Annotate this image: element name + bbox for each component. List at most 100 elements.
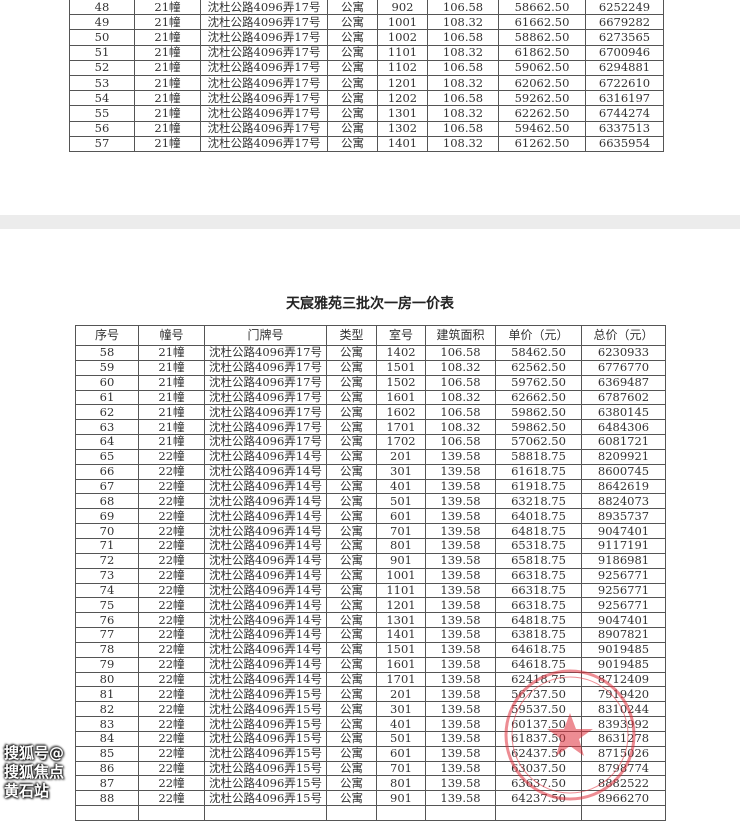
cell-unit-price: 59062.50: [498, 59, 586, 76]
cell-total-price: 9256771: [581, 567, 666, 584]
cell-room: 701: [376, 760, 426, 777]
cell-address: 沈杜公路4096弄14号: [204, 656, 327, 673]
cell-empty: [204, 805, 327, 821]
cell-unit-price: 61662.50: [498, 14, 586, 31]
cell-room: 501: [376, 730, 426, 747]
header-unit-price: 单价（元）: [495, 325, 582, 346]
cell-area: 106.58: [427, 0, 499, 16]
table-row: 77 22幢 沈杜公路4096弄14号 公寓 1401 139.58 63818.75 890…: [75, 627, 666, 643]
cell-room: 1201: [376, 597, 426, 614]
cell-unit-price: 64818.75: [495, 523, 582, 539]
cell-area: 139.58: [425, 463, 496, 480]
cell-room: 1001: [376, 567, 426, 584]
table-row: 68 22幢 沈杜公路4096弄14号 公寓 501 139.58 63218.75 8824…: [75, 493, 666, 510]
cell-room: 1202: [377, 90, 428, 107]
cell-total-price: 8393992: [581, 716, 666, 732]
cell-type: 公寓: [326, 775, 377, 792]
cell-building: 22幢: [138, 552, 205, 569]
cell-address: 沈杜公路4096弄14号: [204, 448, 327, 465]
cell-room: 1301: [377, 105, 428, 122]
cell-type: 公寓: [326, 345, 377, 361]
cell-room: 301: [376, 463, 426, 480]
header-total-price: 总价（元）: [581, 325, 666, 346]
cell-building: 22幢: [138, 582, 205, 599]
cell-index: 76: [75, 612, 139, 629]
cell-index: 85: [75, 745, 139, 762]
cell-index: 84: [75, 730, 139, 747]
cell-address: 沈杜公路4096弄15号: [204, 716, 327, 732]
cell-index: 61: [75, 389, 139, 406]
table-row: 65 22幢 沈杜公路4096弄14号 公寓 201 139.58 58818.75 8209…: [75, 448, 666, 465]
cell-area: 139.58: [425, 523, 496, 539]
cell-room: 1701: [376, 671, 426, 688]
cell-total-price: 6380145: [581, 404, 666, 421]
cell-type: 公寓: [326, 686, 377, 703]
document-page-2: 天宸雅苑三批次一房一价表 序号 幢号 门牌号 类型 室号 建筑面积 单价（元） 总价（元） 5…: [0, 229, 740, 829]
header-type: 类型: [326, 325, 377, 346]
cell-total-price: 6081721: [581, 434, 666, 450]
cell-address: 沈杜公路4096弄14号: [204, 612, 327, 629]
cell-room: 1302: [377, 120, 428, 137]
cell-unit-price: 58818.75: [495, 448, 582, 465]
cell-address: 沈杜公路4096弄15号: [204, 686, 327, 703]
cell-address: 沈杜公路4096弄17号: [200, 59, 328, 76]
cell-index: 50: [69, 29, 135, 46]
cell-area: 139.58: [425, 582, 496, 599]
cell-index: 87: [75, 775, 139, 792]
cell-total-price: 8600745: [581, 463, 666, 480]
cell-unit-price: 65818.75: [495, 552, 582, 569]
cell-total-price: 6316197: [585, 90, 664, 107]
cell-total-price: 6700946: [585, 44, 664, 61]
cell-building: 21幢: [134, 29, 201, 46]
cell-total-price: 6337513: [585, 120, 664, 137]
cell-building: 22幢: [138, 745, 205, 762]
cell-area: 106.58: [427, 90, 499, 107]
cell-room: 1101: [377, 44, 428, 61]
cell-total-price: 9256771: [581, 597, 666, 614]
cell-unit-price: 59537.50: [495, 701, 582, 718]
cell-unit-price: 66318.75: [495, 582, 582, 599]
cell-total-price: 8631278: [581, 730, 666, 747]
cell-type: 公寓: [326, 597, 377, 614]
table-row: 50 21幢 沈杜公路4096弄17号 公寓 1002 106.58 58862.50 627…: [69, 29, 664, 46]
cell-total-price: 8712409: [581, 671, 666, 688]
cell-total-price: 9256771: [581, 582, 666, 599]
cell-room: 501: [376, 493, 426, 510]
cell-index: 55: [69, 105, 135, 122]
cell-building: 22幢: [138, 537, 205, 554]
cell-area: 139.58: [425, 597, 496, 614]
cell-index: 79: [75, 656, 139, 673]
cell-index: 80: [75, 671, 139, 688]
cell-address: 沈杜公路4096弄14号: [204, 508, 327, 525]
cell-total-price: 6722610: [585, 74, 664, 92]
cell-unit-price: 64618.75: [495, 656, 582, 673]
cell-type: 公寓: [326, 745, 377, 762]
cell-total-price: 8966270: [581, 790, 666, 807]
cell-address: 沈杜公路4096弄14号: [204, 478, 327, 495]
cell-building: 22幢: [138, 730, 205, 747]
cell-index: 57: [69, 135, 135, 152]
cell-index: 68: [75, 493, 139, 510]
cell-building: 22幢: [138, 508, 205, 525]
cell-address: 沈杜公路4096弄17号: [204, 419, 327, 436]
cell-unit-price: 66318.75: [495, 597, 582, 614]
cell-address: 沈杜公路4096弄15号: [204, 790, 327, 807]
cell-index: 77: [75, 627, 139, 643]
cell-total-price: 6679282: [585, 14, 664, 31]
cell-building: 22幢: [138, 463, 205, 480]
table-row-partial: [75, 805, 666, 821]
cell-empty: [75, 805, 139, 821]
cell-area: 108.32: [425, 419, 496, 436]
cell-unit-price: 63637.50: [495, 775, 582, 792]
cell-type: 公寓: [326, 389, 377, 406]
cell-unit-price: 63818.75: [495, 627, 582, 643]
table-row: 74 22幢 沈杜公路4096弄14号 公寓 1101 139.58 66318.75 925…: [75, 582, 666, 599]
cell-type: 公寓: [327, 105, 378, 122]
cell-total-price: 6252249: [585, 0, 664, 16]
cell-index: 66: [75, 463, 139, 480]
cell-unit-price: 62062.50: [498, 74, 586, 92]
table-header-row: 序号 幢号 门牌号 类型 室号 建筑面积 单价（元） 总价（元）: [75, 325, 666, 346]
cell-room: 1001: [377, 14, 428, 31]
cell-unit-price: 57062.50: [495, 434, 582, 450]
header-building: 幢号: [138, 325, 205, 346]
